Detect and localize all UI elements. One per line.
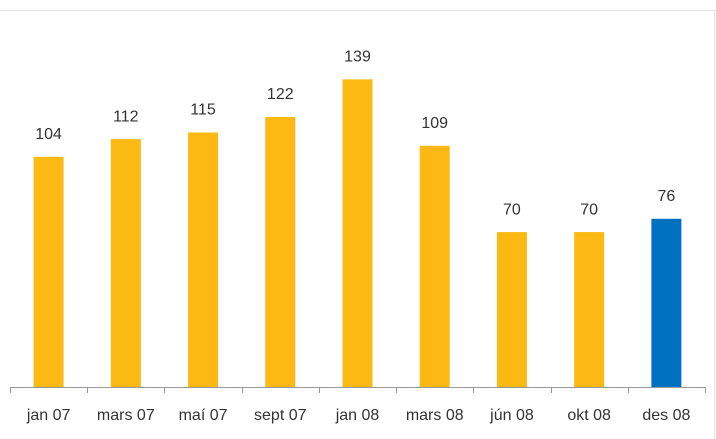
- value-label: 76: [657, 188, 675, 205]
- value-label: 104: [35, 126, 62, 143]
- value-label: 112: [113, 108, 139, 125]
- value-label: 139: [344, 49, 371, 66]
- x-tick-label: mars 08: [406, 407, 464, 424]
- x-tick-label: mars 07: [97, 407, 155, 424]
- value-label: 70: [503, 201, 521, 218]
- bar: [265, 116, 296, 388]
- bar: [651, 218, 682, 387]
- x-tick-label: maí 07: [179, 407, 228, 424]
- bar: [342, 79, 373, 387]
- bar: [574, 232, 605, 387]
- x-tick-label: jún 08: [489, 407, 534, 424]
- bar: [188, 132, 219, 387]
- x-tick-label: sept 07: [254, 407, 307, 424]
- value-label: 115: [190, 102, 216, 119]
- bar: [419, 145, 450, 387]
- bar: [33, 156, 64, 387]
- bar: [496, 232, 527, 387]
- x-tick-label: jan 07: [26, 407, 71, 424]
- x-tick-label: jan 08: [335, 407, 380, 424]
- x-tick-label: okt 08: [567, 407, 611, 424]
- value-label: 109: [421, 115, 448, 132]
- value-label: 70: [580, 201, 598, 218]
- bar: [110, 139, 141, 387]
- x-tick-label: des 08: [642, 407, 690, 424]
- value-label: 122: [267, 86, 294, 103]
